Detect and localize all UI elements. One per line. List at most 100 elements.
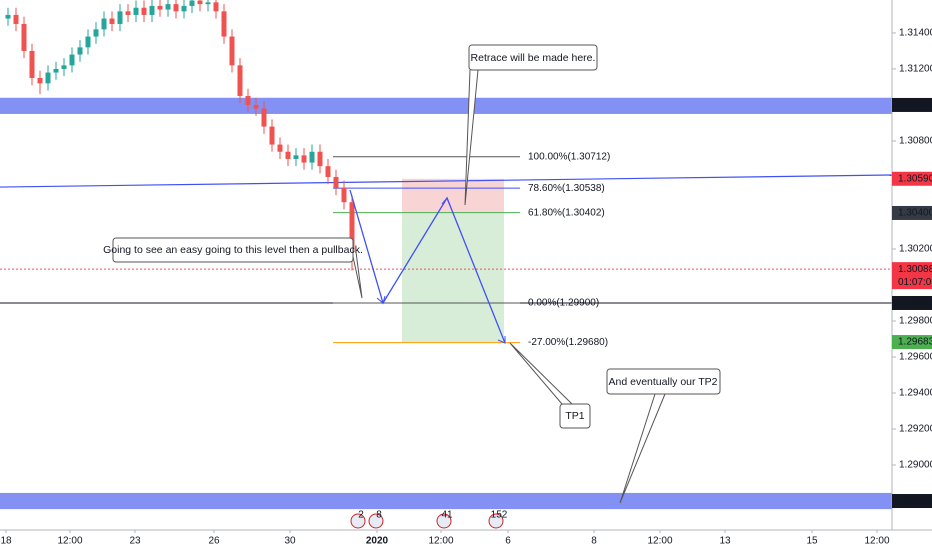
fib-label: 78.60%(1.30538) xyxy=(528,183,605,194)
candle-body xyxy=(341,187,347,203)
trend-line xyxy=(0,174,893,188)
price-label-bg xyxy=(892,97,932,112)
candle-body xyxy=(325,166,331,177)
candle-body xyxy=(253,104,259,109)
event-icon xyxy=(488,513,504,529)
candle-body xyxy=(293,155,299,159)
candle-body xyxy=(157,5,163,10)
price-label: 1.31000 xyxy=(898,100,932,111)
fib-label: 100.00%(1.30712) xyxy=(528,151,610,162)
y-tick-label: 1.31200 xyxy=(899,64,932,75)
x-tick-label: 12:00 xyxy=(647,536,672,547)
event-count: 41 xyxy=(441,510,453,521)
candle-body xyxy=(197,0,203,5)
event-count: 2 xyxy=(358,510,364,521)
candle-body xyxy=(69,54,75,66)
candle-body xyxy=(205,2,211,5)
event-count: 152 xyxy=(491,510,508,521)
candle-body xyxy=(317,151,323,167)
candle-body xyxy=(173,4,179,12)
y-tick-label: 1.29200 xyxy=(899,424,932,435)
x-tick-label: 26 xyxy=(208,536,220,547)
fib-label: -27.00%(1.29680) xyxy=(528,337,608,348)
candle-body xyxy=(301,155,307,163)
price-label-bg xyxy=(892,262,932,290)
candle-body xyxy=(133,7,139,15)
y-tick-label: 1.31400 xyxy=(899,28,932,39)
callout-text: Retrace will be made here. xyxy=(471,52,596,64)
callout-text: TP1 xyxy=(565,410,584,422)
x-tick-label: 8 xyxy=(591,536,597,547)
candle-body xyxy=(45,72,51,84)
price-label-bg xyxy=(892,494,932,509)
callout-box xyxy=(468,44,598,71)
event-count: 8 xyxy=(376,510,382,521)
event-icon xyxy=(436,513,452,529)
candle-body xyxy=(93,29,99,37)
price-label-bg xyxy=(892,205,932,220)
axes: 1.31400 1.31200 1.30800 1.30200 1.29800 1.296… xyxy=(0,28,932,547)
y-tick-label: 1.29000 xyxy=(899,460,932,471)
callout-text: And eventually our TP2 xyxy=(609,376,718,388)
callout-pointer xyxy=(619,393,666,504)
candle-body xyxy=(77,47,83,55)
y-tick-label: 1.29800 xyxy=(899,316,932,327)
candle-body xyxy=(237,65,243,96)
fib-label: 0.00%(1.29900) xyxy=(528,298,599,309)
x-tick-label: 12:00 xyxy=(57,536,82,547)
price-label-bg xyxy=(892,295,932,310)
event-icon xyxy=(350,513,366,529)
candle-body xyxy=(333,176,339,188)
countdown-label: 01:07:02 xyxy=(898,277,932,288)
callout-box xyxy=(559,403,591,429)
event-icon xyxy=(368,513,384,529)
candle-body xyxy=(189,0,195,6)
stop-zone xyxy=(402,178,504,213)
candle-body xyxy=(269,126,275,145)
candle-body xyxy=(21,23,27,51)
candle-body xyxy=(221,11,227,37)
x-tick-label: 23 xyxy=(129,536,141,547)
candle-body xyxy=(5,14,11,19)
y-tick-label: 1.30800 xyxy=(899,136,932,147)
candle-body xyxy=(261,108,267,127)
candle-body xyxy=(309,151,315,163)
price-label: 1.29900 xyxy=(898,298,932,309)
callout-pointer xyxy=(464,69,479,206)
price-label: 1.30088 xyxy=(898,264,932,275)
x-tick-label: 2020 xyxy=(366,536,389,547)
candle-body xyxy=(13,14,19,24)
callout-text: Going to see an easy going to this level… xyxy=(103,244,363,256)
x-tick-label: 30 xyxy=(284,536,296,547)
x-tick-label: 18 xyxy=(0,536,12,547)
candle-body xyxy=(61,65,67,69)
fib-label: 61.80%(1.30402) xyxy=(528,207,605,218)
candle-body xyxy=(101,18,107,30)
candle-body xyxy=(277,144,283,152)
price-label-bg xyxy=(892,335,932,350)
candle-body xyxy=(29,50,35,78)
candle-body xyxy=(141,7,147,15)
y-tick-label: 1.29600 xyxy=(899,352,932,363)
y-tick-label: 1.29400 xyxy=(899,388,932,399)
price-label: 1.29683 xyxy=(898,337,932,348)
projection-arrow xyxy=(349,189,506,344)
callout-box xyxy=(112,237,354,263)
x-tick-label: 12:00 xyxy=(864,536,889,547)
price-label: 1.28800 xyxy=(898,496,932,507)
callout-pointer xyxy=(351,251,363,299)
candle-body xyxy=(349,202,355,257)
candle-body xyxy=(229,36,235,66)
x-tick-label: 12:00 xyxy=(428,536,453,547)
y-tick-label: 1.30200 xyxy=(899,244,932,255)
x-tick-label: 15 xyxy=(806,536,818,547)
candle-body xyxy=(245,95,251,105)
candle-body xyxy=(285,151,291,159)
candle-body xyxy=(109,18,115,24)
candle-body xyxy=(213,2,219,12)
support-zone xyxy=(0,97,892,114)
target-zone xyxy=(402,212,504,343)
callout-box xyxy=(606,368,721,395)
x-tick-label: 6 xyxy=(505,536,511,547)
support-zone xyxy=(0,492,892,510)
